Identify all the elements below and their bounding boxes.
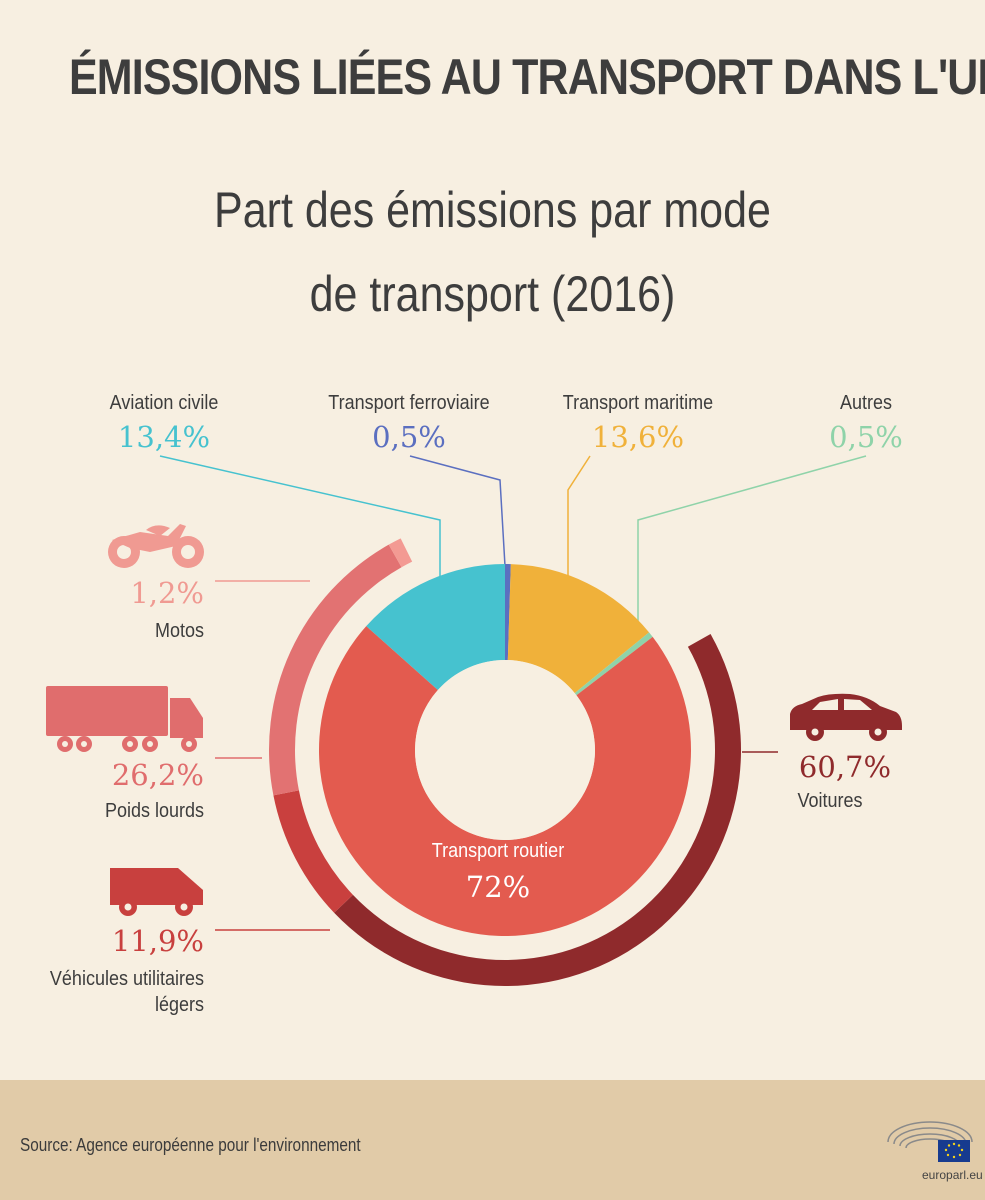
subtitle: Part des émissions par mode de transport… (69, 168, 916, 336)
ring-segment-motos (388, 538, 413, 568)
van-icon (110, 868, 203, 916)
subtitle-line-1: Part des émissions par mode (214, 182, 771, 238)
value-transport-ferroviaire: 0,5% (372, 420, 446, 454)
footer-bar (0, 1080, 985, 1200)
slice-aviation-civile (366, 564, 505, 691)
leader-aviation-civile (159, 455, 441, 585)
label-aviation-civile: Aviation civile (109, 392, 219, 414)
slice-transport-ferroviaire (505, 564, 511, 661)
label-voitures: Voitures (797, 790, 863, 812)
label-transport-maritime: Transport maritime (562, 392, 714, 414)
subtitle-line-2: de transport (2016) (309, 266, 676, 322)
value-motos: 1,2% (130, 576, 204, 610)
value-transport-routier: 72% (465, 870, 531, 904)
ring-segment-vehicules-utilitaires-legers (273, 790, 353, 913)
connector-lines (159, 455, 867, 931)
slice-transport-routier (318, 626, 691, 936)
source-text: Source: Agence européenne pour l'environ… (20, 1135, 361, 1155)
truck-icon (46, 686, 203, 752)
value-voitures: 60,7% (798, 750, 892, 784)
label-vehicules-utilitaires: Véhicules utilitaires légers (49, 968, 204, 1016)
parliament-logo-icon (887, 1121, 973, 1162)
value-transport-maritime: 13,6% (591, 420, 685, 454)
slice-autres (574, 632, 653, 696)
car-icon (790, 693, 902, 741)
value-autres: 0,5% (829, 420, 903, 454)
ring-segment-voitures (334, 634, 742, 987)
label-transport-ferroviaire: Transport ferroviaire (328, 392, 490, 414)
main-title: ÉMISSIONS LIÉES AU TRANSPORT DANS L'UE (68, 49, 985, 105)
leader-autres (637, 455, 867, 630)
ring-segment-poids-lourds (268, 544, 402, 796)
value-aviation-civile: 13,4% (117, 420, 211, 454)
value-poids-lourds: 26,2% (111, 758, 204, 792)
leader-transport-ferroviaire (409, 455, 506, 567)
outer-ring (268, 538, 742, 987)
donut-hole (415, 660, 595, 840)
logo-text: europarl.eu (922, 1168, 983, 1182)
inner-donut (318, 564, 691, 936)
slice-transport-maritime (507, 564, 650, 694)
leader-transport-maritime (567, 455, 591, 578)
label-transport-routier: Transport routier (431, 840, 565, 862)
motorcycle-icon (108, 524, 204, 568)
value-vehicules-utilitaires: 11,9% (111, 924, 204, 958)
label-motos: Motos (154, 620, 204, 642)
label-poids-lourds: Poids lourds (104, 800, 204, 822)
donut-chart (46, 455, 902, 987)
label-autres: Autres (839, 392, 893, 414)
